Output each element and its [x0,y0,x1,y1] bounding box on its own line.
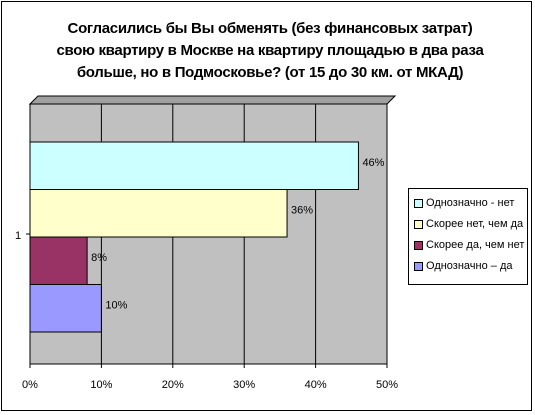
legend-item: Скорее нет, чем да [414,217,523,231]
bar-4 [29,284,102,333]
data-label-2: 36% [291,205,313,217]
legend-swatch [414,198,423,208]
chart-title-line-3: больше, но в Подмосковье? (от 15 до 30 к… [76,64,464,81]
data-label-1: 46% [362,157,384,169]
legend-swatch [414,261,423,271]
bar-3 [29,236,88,285]
data-label-3: 8% [91,252,107,264]
chart-legend: Однозначно - нет Скорее нет, чем да Скорее… [408,188,528,285]
data-label-4: 10% [105,300,127,312]
legend-item: Скорее да, чем нет [414,238,524,252]
legend-label: Однозначно - нет [426,197,515,209]
legend-label: Скорее нет, чем да [426,218,524,230]
x-tick-label: 40% [305,379,327,391]
legend-label: Однозначно – да [426,260,513,272]
plot-top-wall [28,95,397,105]
y-category-label: 1 [15,230,21,242]
chart-title-line-2: свою квартиру в Москве на квартиру площа… [56,42,484,59]
x-tick-label: 50% [376,379,398,391]
bar-1 [29,141,359,190]
legend-label: Скорее да, чем нет [426,239,525,251]
chart-title-line-1: Согласились бы Вы обменять (без финансов… [67,20,473,37]
legend-item: Однозначно - нет [414,196,514,210]
x-tick-label: 20% [162,379,184,391]
x-tick-label: 10% [90,379,112,391]
legend-swatch [414,240,423,250]
chart-title: Согласились бы Вы обменять (без финансов… [40,18,500,84]
legend-swatch [414,219,423,229]
x-tick-label: 0% [22,379,38,391]
x-tick-label: 30% [233,379,255,391]
legend-item: Однозначно – да [414,259,513,273]
bar-2 [29,189,288,238]
